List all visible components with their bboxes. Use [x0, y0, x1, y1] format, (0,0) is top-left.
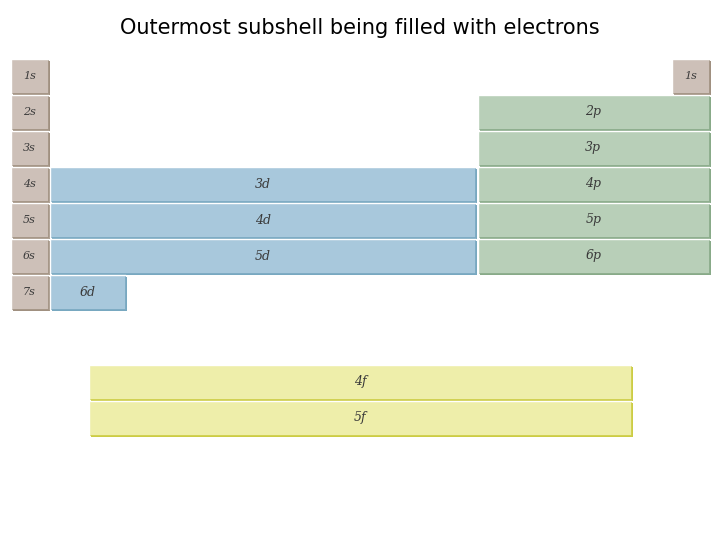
Bar	[52, 205, 477, 239]
Bar	[91, 403, 633, 437]
Text: 7s: 7s	[23, 287, 36, 297]
Bar	[52, 241, 477, 275]
Text: 5d: 5d	[255, 249, 271, 262]
Text: 3d: 3d	[255, 178, 271, 191]
Bar	[478, 95, 708, 129]
Bar	[478, 131, 708, 165]
Text: 4d: 4d	[255, 213, 271, 226]
Bar	[52, 169, 477, 202]
Bar	[13, 205, 50, 239]
Bar	[12, 203, 48, 237]
Bar	[89, 401, 631, 435]
Bar	[50, 167, 475, 201]
Text: 6d: 6d	[80, 286, 96, 299]
Bar	[478, 239, 708, 273]
Bar	[12, 59, 48, 93]
Text: 3p: 3p	[585, 141, 601, 154]
Text: 4p: 4p	[585, 178, 601, 191]
Bar	[50, 203, 475, 237]
Bar	[480, 97, 711, 131]
Bar	[89, 365, 631, 399]
Bar	[12, 239, 48, 273]
Bar	[13, 133, 50, 167]
Bar	[478, 203, 708, 237]
Text: 2s: 2s	[23, 107, 36, 117]
Bar	[13, 169, 50, 202]
Text: 2p: 2p	[585, 105, 601, 118]
Bar	[50, 275, 125, 309]
Text: 1s: 1s	[684, 71, 697, 81]
Bar	[480, 169, 711, 202]
Bar	[13, 97, 50, 131]
Text: 5p: 5p	[585, 213, 601, 226]
Text: 1s: 1s	[23, 71, 36, 81]
Text: 4s: 4s	[23, 179, 36, 189]
Bar	[13, 277, 50, 310]
Bar	[13, 61, 50, 94]
Bar	[480, 241, 711, 275]
Bar	[672, 59, 708, 93]
Bar	[480, 205, 711, 239]
Bar	[91, 367, 633, 401]
Bar	[13, 241, 50, 275]
Text: 3s: 3s	[23, 143, 36, 153]
Bar	[50, 239, 475, 273]
Text: 4f: 4f	[354, 375, 366, 388]
Bar	[12, 167, 48, 201]
Bar	[12, 95, 48, 129]
Bar	[12, 131, 48, 165]
Text: Outermost subshell being filled with electrons: Outermost subshell being filled with ele…	[120, 18, 600, 38]
Bar	[675, 61, 711, 94]
Text: 5f: 5f	[354, 411, 366, 424]
Bar	[12, 275, 48, 309]
Bar	[478, 167, 708, 201]
Text: 6s: 6s	[23, 251, 36, 261]
Text: 6p: 6p	[585, 249, 601, 262]
Bar	[480, 133, 711, 167]
Bar	[52, 277, 127, 310]
Text: 5s: 5s	[23, 215, 36, 225]
